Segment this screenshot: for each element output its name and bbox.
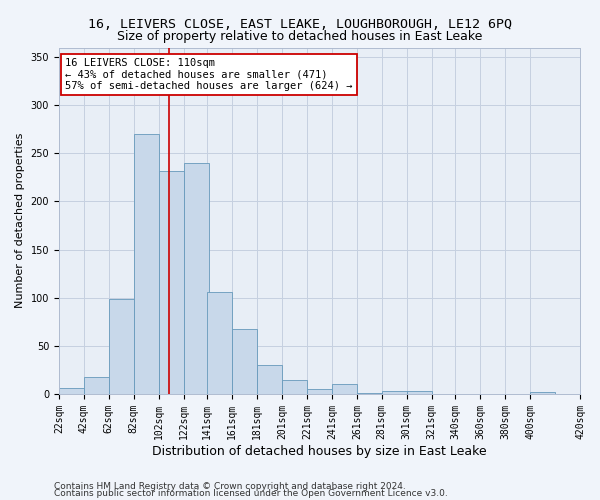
Text: Contains HM Land Registry data © Crown copyright and database right 2024.: Contains HM Land Registry data © Crown c…	[54, 482, 406, 491]
Bar	[184, 163, 209, 394]
Y-axis label: Number of detached properties: Number of detached properties	[15, 133, 25, 308]
Bar	[232, 328, 257, 394]
Bar	[382, 391, 407, 394]
Bar	[59, 388, 84, 394]
Bar	[207, 292, 232, 394]
Text: 16 LEIVERS CLOSE: 110sqm
← 43% of detached houses are smaller (471)
57% of semi-: 16 LEIVERS CLOSE: 110sqm ← 43% of detach…	[65, 58, 353, 92]
Bar	[158, 170, 184, 394]
Bar	[134, 134, 158, 394]
Text: Contains public sector information licensed under the Open Government Licence v3: Contains public sector information licen…	[54, 489, 448, 498]
Bar	[407, 391, 431, 394]
Bar	[530, 392, 555, 394]
Bar	[282, 380, 307, 394]
Text: 16, LEIVERS CLOSE, EAST LEAKE, LOUGHBOROUGH, LE12 6PQ: 16, LEIVERS CLOSE, EAST LEAKE, LOUGHBORO…	[88, 18, 512, 30]
Bar	[109, 298, 134, 394]
Bar	[84, 376, 109, 394]
X-axis label: Distribution of detached houses by size in East Leake: Distribution of detached houses by size …	[152, 444, 487, 458]
Bar	[257, 365, 282, 394]
Text: Size of property relative to detached houses in East Leake: Size of property relative to detached ho…	[118, 30, 482, 43]
Bar	[357, 393, 382, 394]
Bar	[332, 384, 357, 394]
Bar	[307, 389, 332, 394]
